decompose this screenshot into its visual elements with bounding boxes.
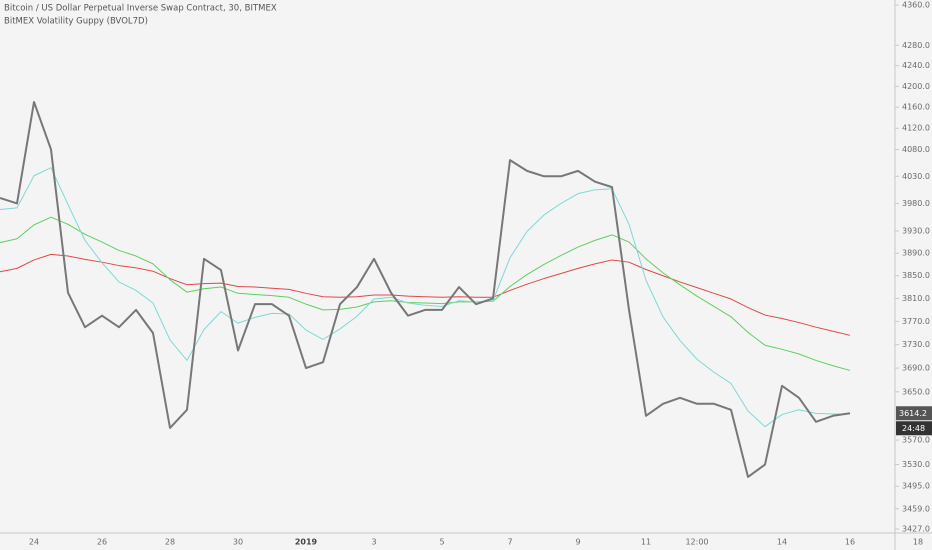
y-tick-label: 3459.0 xyxy=(902,504,930,513)
y-tick-label: 4160.0 xyxy=(902,103,930,112)
series-line xyxy=(0,253,851,336)
y-tick-label: 3650.0 xyxy=(902,387,930,396)
series-line xyxy=(0,167,850,428)
x-tick-label: 9 xyxy=(575,538,580,547)
x-tick-label: 16 xyxy=(845,538,855,547)
y-tick-label: 3770.0 xyxy=(902,317,930,326)
y-tick-label: 3530.0 xyxy=(902,460,930,469)
chart-title: Bitcoin / US Dollar Perpetual Inverse Sw… xyxy=(4,4,277,14)
y-tick-label: 4360.0 xyxy=(902,1,930,10)
series-line xyxy=(0,100,851,478)
countdown-box xyxy=(896,421,932,436)
series-line xyxy=(0,216,851,371)
y-tick-label: 4280.0 xyxy=(902,41,930,50)
x-tick-label: 24 xyxy=(29,538,39,547)
x-tick-label: 3 xyxy=(371,538,376,547)
last-price-label: 3614.2 xyxy=(899,409,927,418)
chart-subtitle: BitMEX Volatility Guppy (BVOL7D) xyxy=(4,17,148,27)
x-tick-label: 14 xyxy=(777,538,787,547)
y-tick-label: 3930.0 xyxy=(902,226,930,235)
x-tick-label: 12:00 xyxy=(685,538,708,547)
y-tick-label: 3495.0 xyxy=(902,482,930,491)
y-tick-label: 3570.0 xyxy=(902,436,930,445)
y-tick-label: 3730.0 xyxy=(902,340,930,349)
x-tick-label: 18 xyxy=(913,538,923,547)
x-tick-label: 30 xyxy=(233,538,243,547)
y-tick-label: 3890.0 xyxy=(902,249,930,258)
last-price-box xyxy=(896,406,932,421)
x-tick-label: 11 xyxy=(641,538,651,547)
y-tick-label: 4120.0 xyxy=(902,124,930,133)
y-tick-label: 3980.0 xyxy=(902,199,930,208)
y-tick-label: 3810.0 xyxy=(902,294,930,303)
x-tick-label: 5 xyxy=(439,538,444,547)
y-tick-label: 4240.0 xyxy=(902,61,930,70)
y-tick-label: 4030.0 xyxy=(902,172,930,181)
x-tick-label: 7 xyxy=(507,538,512,547)
x-tick-label: 2019 xyxy=(295,538,318,547)
y-tick-label: 4080.0 xyxy=(902,145,930,154)
y-tick-label: 3850.0 xyxy=(902,271,930,280)
countdown-label: 24:48 xyxy=(902,424,925,433)
y-tick-label: 4200.0 xyxy=(902,82,930,91)
y-tick-label: 3427.0 xyxy=(902,525,930,534)
x-tick-label: 26 xyxy=(97,538,107,547)
x-tick-label: 28 xyxy=(165,538,175,547)
y-tick-label: 3690.0 xyxy=(902,364,930,373)
